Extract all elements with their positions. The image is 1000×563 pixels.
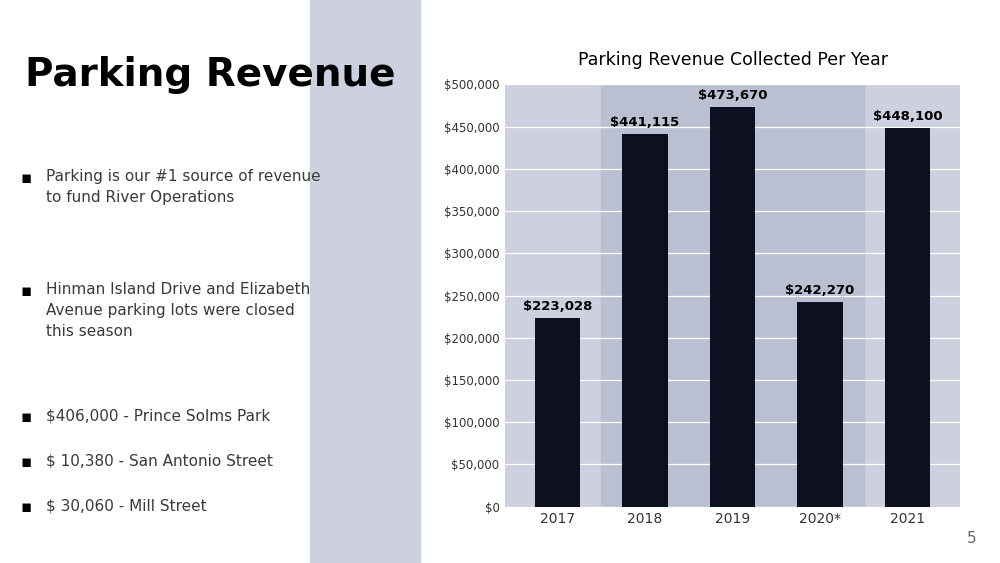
Bar bbox=[310, 0, 420, 563]
Text: $473,670: $473,670 bbox=[698, 88, 767, 101]
Title: Parking Revenue Collected Per Year: Parking Revenue Collected Per Year bbox=[578, 51, 888, 69]
Text: 5: 5 bbox=[967, 531, 977, 546]
Text: Parking Revenue: Parking Revenue bbox=[25, 56, 396, 94]
Text: $ 30,060 - Mill Street: $ 30,060 - Mill Street bbox=[46, 498, 207, 513]
Text: Hinman Island Drive and Elizabeth
Avenue parking lots were closed
this season: Hinman Island Drive and Elizabeth Avenue… bbox=[46, 282, 310, 338]
Bar bbox=[601, 84, 864, 507]
Text: $441,115: $441,115 bbox=[610, 116, 680, 129]
Text: ▪: ▪ bbox=[21, 453, 32, 471]
Bar bbox=[535, 318, 580, 507]
Text: $448,100: $448,100 bbox=[873, 110, 942, 123]
Text: Parking is our #1 source of revenue
to fund River Operations: Parking is our #1 source of revenue to f… bbox=[46, 169, 321, 205]
Bar bbox=[622, 134, 668, 507]
Text: $ 10,380 - San Antonio Street: $ 10,380 - San Antonio Street bbox=[46, 453, 273, 468]
Bar bbox=[710, 106, 755, 507]
Bar bbox=[885, 128, 930, 507]
Text: $406,000 - Prince Solms Park: $406,000 - Prince Solms Park bbox=[46, 408, 270, 423]
Text: ▪: ▪ bbox=[21, 498, 32, 516]
Text: $242,270: $242,270 bbox=[785, 284, 855, 297]
Text: ▪: ▪ bbox=[21, 282, 32, 300]
Text: ▪: ▪ bbox=[21, 169, 32, 187]
Bar bbox=[797, 302, 843, 507]
Text: ▪: ▪ bbox=[21, 408, 32, 426]
Text: $223,028: $223,028 bbox=[523, 300, 592, 313]
